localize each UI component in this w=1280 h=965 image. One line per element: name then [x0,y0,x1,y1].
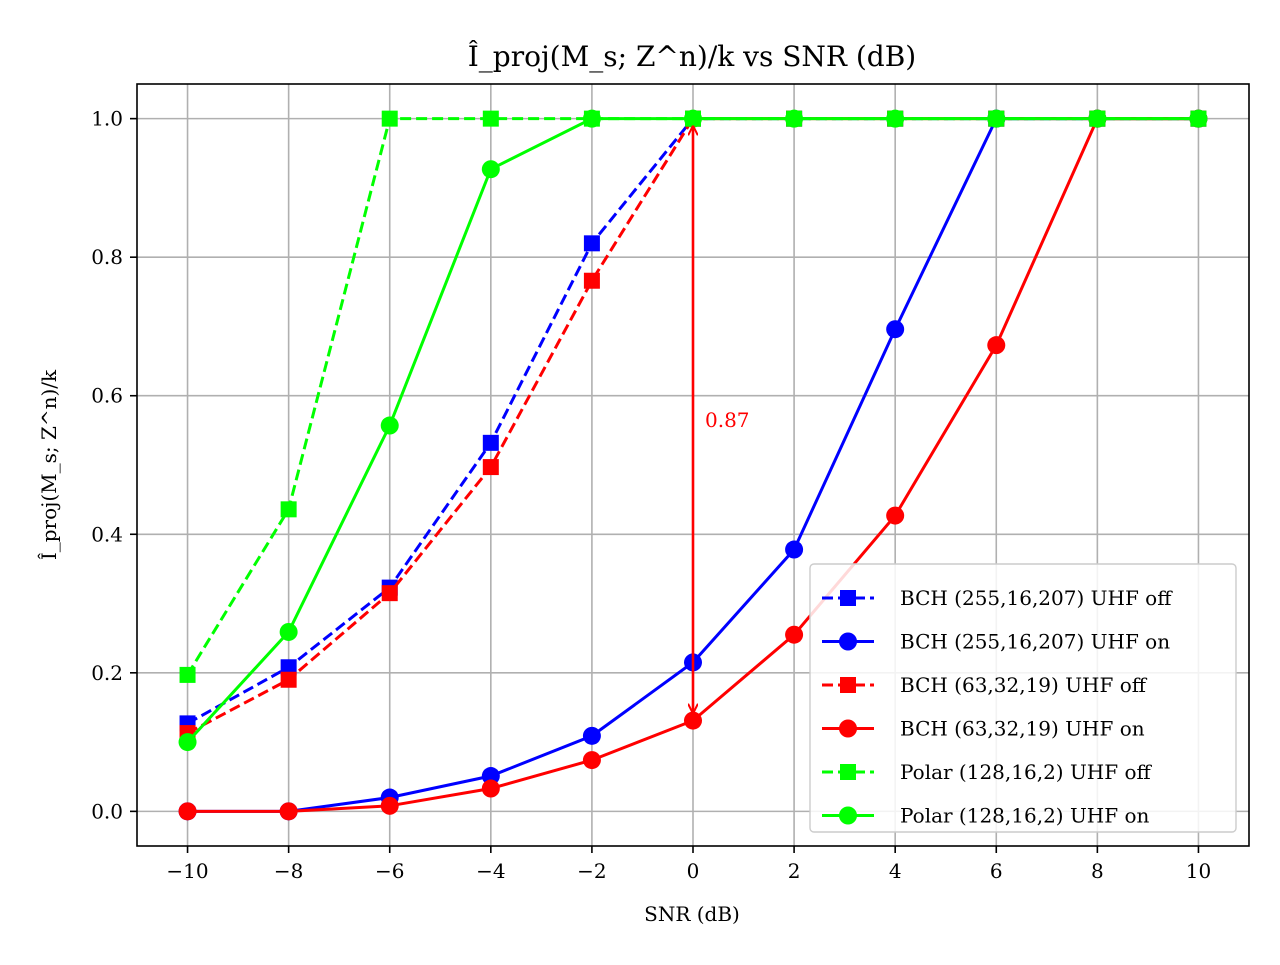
data-point [886,506,905,525]
x-tick-label: 0 [687,859,700,883]
legend: BCH (255,16,207) UHF off BCH (255,16,207)… [809,563,1237,833]
legend-label: Polar (128,16,2) UHF on [900,804,1150,828]
legend-marker [839,719,857,738]
y-tick-label: 0.2 [91,661,123,685]
y-axis-label: Î_proj(M_s; Z^n)/k [37,369,61,560]
data-point [684,109,702,128]
data-point [279,802,298,821]
legend-entry: BCH (63,32,19) UHF on [822,717,1145,741]
data-point [481,160,500,179]
data-point [987,336,1006,355]
data-point [785,625,804,644]
legend-label: BCH (63,32,19) UHF off [900,673,1148,697]
data-point [886,109,905,128]
annotation-layer: 0.87 [693,127,750,713]
data-point [279,622,298,641]
x-tick-label: −10 [166,859,208,883]
y-tick-label: 0.6 [91,384,123,408]
legend-marker [839,806,857,825]
legend-label: BCH (255,16,207) UHF off [900,586,1173,610]
data-point [381,110,398,127]
data-point [178,802,197,821]
data-point [886,320,905,339]
data-point [582,726,601,745]
data-point [481,767,500,786]
legend-marker [840,677,856,693]
legend-entry: Polar (128,16,2) UHF off [822,760,1153,784]
data-point [280,671,297,688]
data-point [987,109,1006,128]
axis-ticks: −10 −8 −6 −4 −2 0 2 4 6 8 10 0.0 0.2 0.4 0.6 0.8 1.0 [91,107,1211,883]
x-tick-label: 10 [1186,859,1211,883]
data-point [380,416,399,435]
legend-label: BCH (255,16,207) UHF on [900,630,1170,654]
data-point [481,779,500,798]
x-tick-label: 4 [889,859,902,883]
x-tick-label: 8 [1091,859,1104,883]
legend-entry: BCH (63,32,19) UHF off [822,673,1148,697]
data-point [582,109,601,128]
series-5 [178,109,1208,752]
legend-label: BCH (63,32,19) UHF on [900,717,1145,741]
data-point [583,272,600,289]
data-point [785,109,804,128]
legend-entry: BCH (255,16,207) UHF off [822,586,1173,610]
y-tick-label: 0.4 [91,522,123,546]
data-point [280,501,297,518]
y-tick-label: 0.0 [91,799,123,823]
legend-marker [840,764,856,780]
x-tick-label: −6 [375,859,404,883]
data-point [380,796,399,815]
data-point [1189,109,1208,128]
data-point [482,110,499,127]
series-layer [178,109,1208,821]
legend-entry: Polar (128,16,2) UHF on [822,804,1150,828]
chart-title: Î_proj(M_s; Z^n)/k vs SNR (dB) [468,40,916,73]
x-tick-label: 2 [788,859,801,883]
x-tick-label: −2 [577,859,606,883]
data-point [381,585,398,602]
data-point [684,711,702,730]
data-point [583,235,600,252]
x-tick-label: 6 [990,859,1003,883]
legend-marker [839,632,857,651]
y-tick-label: 1.0 [91,107,123,131]
y-tick-label: 0.8 [91,245,123,269]
data-point [482,434,499,451]
data-point [785,540,804,559]
data-point [178,733,197,752]
x-axis-label: SNR (dB) [644,902,740,926]
data-point [482,459,499,476]
legend-entry: BCH (255,16,207) UHF on [822,630,1170,654]
data-point [179,666,196,683]
legend-box [809,563,1237,833]
annotation-label: 0.87 [705,408,750,432]
x-tick-label: −8 [274,859,303,883]
data-point [280,659,297,676]
legend-marker [840,590,856,606]
x-tick-label: −4 [476,859,505,883]
data-point [582,751,601,770]
data-point [1088,109,1107,128]
legend-label: Polar (128,16,2) UHF off [900,760,1153,784]
